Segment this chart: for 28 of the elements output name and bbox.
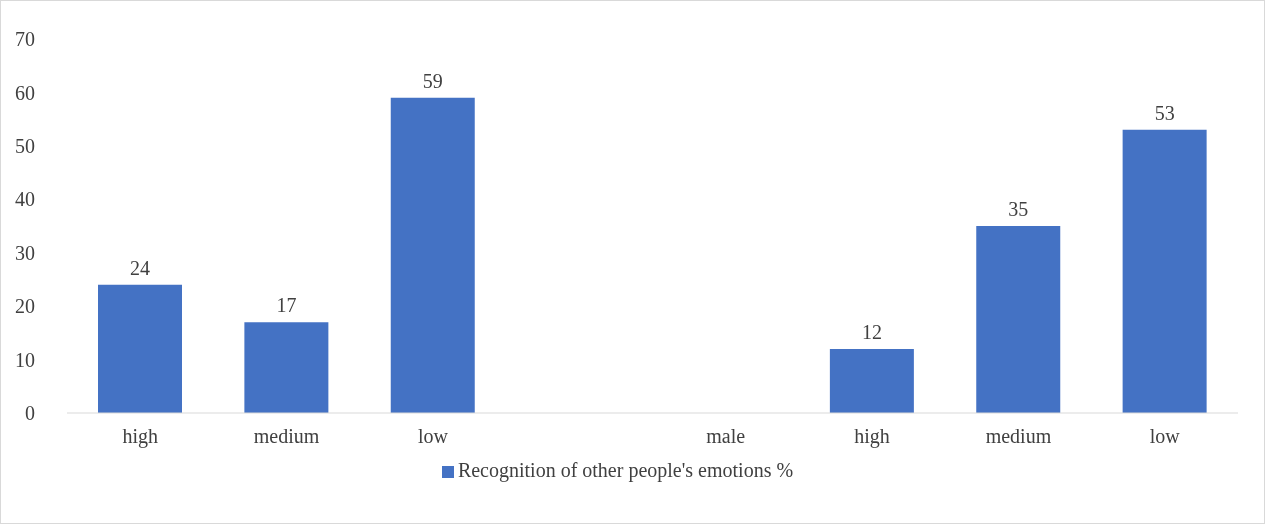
y-tick-label: 70 [15, 28, 35, 51]
bar [1122, 129, 1207, 413]
x-tick-label: medium [253, 425, 320, 448]
y-tick-label: 20 [15, 295, 35, 318]
bar [976, 226, 1061, 413]
data-label: 53 [1154, 101, 1175, 124]
data-label: 59 [422, 69, 443, 92]
y-tick-label: 30 [15, 241, 35, 264]
data-label: 35 [1008, 198, 1029, 220]
data-label: 24 [130, 256, 150, 279]
x-tick-label: medium [985, 425, 1052, 448]
bar [98, 284, 182, 413]
y-tick-label: 50 [15, 134, 35, 157]
y-tick-label: 0 [25, 402, 35, 425]
bar [244, 322, 329, 413]
x-tick-label: low [1149, 425, 1181, 448]
x-tick-label: male [706, 425, 746, 448]
x-tick-label: high [122, 425, 158, 449]
y-tick-label: 40 [15, 188, 35, 211]
data-label: 17 [276, 294, 297, 317]
legend-label: Recognition of other people's emotions % [457, 459, 794, 481]
y-tick-label: 10 [15, 348, 35, 371]
data-label: 12 [861, 320, 882, 343]
y-tick-label: 60 [15, 81, 35, 104]
bar [390, 97, 475, 413]
x-tick-label: high [854, 425, 890, 449]
x-tick-label: low [417, 425, 449, 448]
bar [829, 348, 914, 413]
